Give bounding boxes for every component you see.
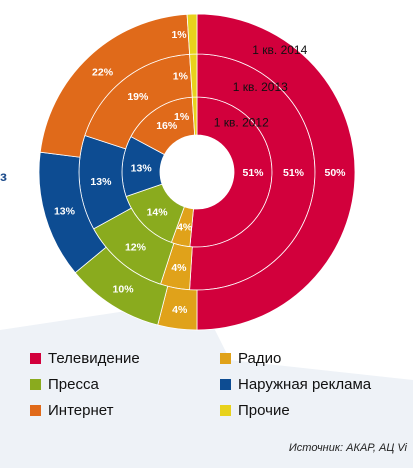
legend-swatch-internet — [30, 405, 41, 416]
value-label-ring3-internet: 22% — [92, 66, 114, 78]
value-label-ring3-tv: 50% — [324, 167, 346, 179]
source-note: Источник: АКАР, АЦ Vi — [288, 442, 407, 454]
slice-ring3-other — [186, 13, 198, 55]
legend-item-press: Пресса — [30, 376, 99, 393]
legend-swatch-tv — [30, 353, 41, 364]
value-label-ring3-press: 10% — [113, 284, 135, 296]
legend-label-radio: Радио — [238, 350, 282, 367]
value-label-ring3-outdoor: 13% — [54, 206, 76, 218]
slice-ring3-tv — [196, 13, 356, 331]
legend-swatch-press — [30, 379, 41, 390]
legend-swatch-radio — [220, 353, 231, 364]
value-label-ring2-other: 1% — [173, 71, 189, 83]
value-label-ring2-outdoor: 13% — [90, 176, 112, 188]
ring-name-label-2: 1 кв. 2013 — [233, 80, 288, 94]
legend-item-radio: Радио — [220, 350, 281, 367]
legend-item-tv: Телевидение — [30, 350, 140, 367]
donut-chart: 1 кв. 2012 1 кв. 2013 1 кв. 2014 51% 4% 14% 1… — [38, 13, 356, 331]
value-label-ring2-radio: 4% — [171, 262, 187, 274]
value-label-ring2-tv: 51% — [283, 167, 305, 179]
value-label-ring1-outdoor: 13% — [131, 163, 153, 175]
value-label-ring2-press: 12% — [125, 241, 147, 253]
legend-label-internet: Интернет — [48, 402, 114, 419]
legend-swatch-other — [220, 405, 231, 416]
value-labels: 51%4%14%13%16%1%51%4%12%13%19%1%50%4%10%… — [54, 29, 346, 316]
legend-label-outdoor: Наружная реклама — [238, 376, 372, 393]
legend-item-other: Прочие — [220, 402, 290, 419]
cropped-edge-text: з — [0, 168, 7, 184]
legend-item-outdoor: Наружная реклама — [220, 376, 371, 393]
value-label-ring1-tv: 51% — [242, 167, 264, 179]
value-label-ring1-press: 14% — [147, 206, 169, 218]
value-label-ring1-radio: 4% — [177, 222, 193, 234]
center-hole — [164, 139, 230, 205]
ring-name-label-1: 1 кв. 2012 — [214, 116, 269, 130]
legend-swatch-outdoor — [220, 379, 231, 390]
legend-label-other: Прочие — [238, 402, 290, 419]
value-label-ring3-radio: 4% — [172, 304, 188, 316]
value-label-ring1-other: 1% — [174, 111, 190, 123]
legend-label-press: Пресса — [48, 376, 99, 393]
ring-labels: 1 кв. 2012 1 кв. 2013 1 кв. 2014 — [214, 43, 308, 129]
chart-slices — [38, 13, 356, 331]
value-label-ring1-internet: 16% — [156, 120, 178, 132]
value-label-ring2-internet: 19% — [127, 91, 149, 103]
legend-label-tv: Телевидение — [48, 350, 140, 367]
value-label-ring3-other: 1% — [171, 29, 187, 41]
ring-name-label-3: 1 кв. 2014 — [252, 43, 307, 57]
legend-item-internet: Интернет — [30, 402, 113, 419]
